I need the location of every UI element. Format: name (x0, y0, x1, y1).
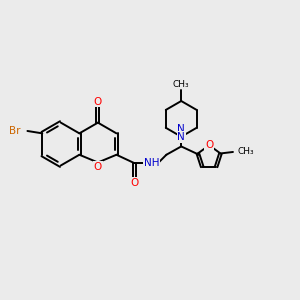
Text: O: O (94, 162, 102, 172)
Text: NH: NH (144, 158, 159, 168)
Text: CH₃: CH₃ (173, 80, 190, 89)
Text: O: O (205, 140, 213, 150)
Text: O: O (130, 178, 138, 188)
Text: O: O (94, 97, 102, 106)
Text: Br: Br (9, 126, 21, 136)
Text: N: N (177, 132, 185, 142)
Text: CH₃: CH₃ (237, 147, 254, 156)
Text: N: N (177, 124, 185, 134)
